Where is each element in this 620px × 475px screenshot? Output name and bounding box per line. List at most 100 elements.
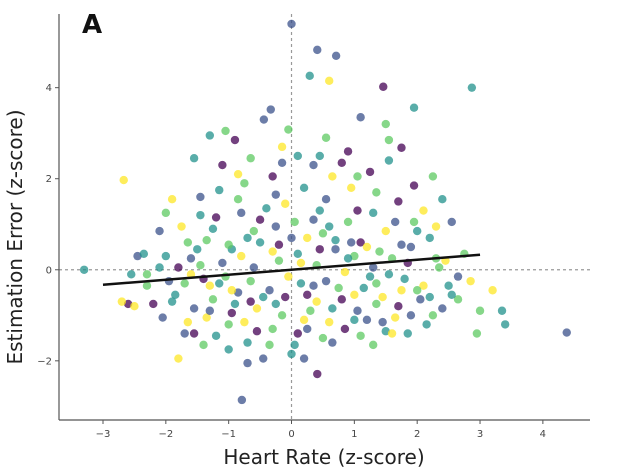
- data-point: [196, 210, 205, 220]
- data-point: [375, 247, 384, 256]
- data-point: [262, 204, 271, 213]
- data-point: [189, 329, 199, 338]
- y-tick-label: 2: [46, 174, 52, 185]
- data-point: [400, 274, 409, 284]
- data-point: [359, 283, 368, 293]
- data-point: [381, 226, 390, 236]
- data-point: [409, 181, 419, 190]
- data-point: [305, 71, 314, 81]
- data-point: [277, 142, 287, 152]
- x-axis-title: Heart Rate (z-score): [223, 445, 424, 469]
- data-point: [167, 195, 177, 204]
- data-point: [425, 292, 434, 302]
- data-point: [369, 340, 378, 350]
- data-point: [299, 354, 309, 363]
- data-point: [372, 279, 381, 288]
- data-point: [325, 222, 334, 231]
- x-tick-label: −1: [221, 429, 236, 440]
- data-point: [347, 238, 356, 247]
- data-point: [199, 340, 208, 350]
- data-point: [281, 292, 290, 302]
- data-point: [325, 317, 334, 327]
- data-point: [142, 270, 152, 279]
- x-tick-label: −3: [96, 429, 111, 440]
- data-point: [202, 235, 211, 245]
- data-point: [243, 233, 252, 243]
- data-point: [362, 315, 372, 325]
- data-point: [434, 263, 444, 272]
- data-point: [296, 258, 306, 268]
- data-point: [218, 258, 227, 268]
- data-point: [174, 354, 183, 363]
- data-point: [284, 125, 293, 134]
- data-point: [293, 329, 302, 338]
- data-point: [252, 327, 262, 336]
- data-point: [343, 147, 353, 156]
- data-point: [562, 328, 571, 337]
- data-point: [356, 238, 365, 247]
- data-point: [328, 338, 337, 347]
- data-point: [205, 306, 215, 315]
- data-point: [287, 19, 296, 29]
- data-point: [139, 249, 149, 259]
- data-point: [428, 172, 438, 181]
- data-point: [227, 308, 237, 318]
- x-tick-label: 3: [477, 429, 483, 440]
- y-axis-title: Estimation Error (z-score): [3, 109, 27, 364]
- x-tick-label: 4: [540, 429, 546, 440]
- data-point: [233, 195, 243, 204]
- data-point: [161, 208, 171, 218]
- x-tick-label: 2: [414, 429, 420, 440]
- scatter-points: [79, 19, 571, 405]
- data-point: [453, 272, 463, 281]
- data-point: [240, 179, 249, 188]
- x-tick-label: −2: [158, 429, 173, 440]
- data-point: [365, 272, 375, 281]
- data-point: [372, 188, 381, 197]
- data-point: [472, 329, 482, 338]
- data-point: [296, 279, 306, 288]
- data-point: [347, 183, 356, 193]
- data-point: [174, 263, 183, 272]
- data-point: [237, 251, 246, 261]
- data-point: [221, 126, 230, 136]
- data-point: [453, 295, 463, 304]
- data-point: [161, 251, 171, 261]
- data-point: [318, 229, 328, 238]
- data-point: [306, 306, 315, 315]
- data-point: [334, 283, 343, 293]
- data-point: [224, 345, 233, 354]
- data-point: [406, 311, 416, 320]
- data-point: [266, 105, 275, 114]
- data-point: [384, 156, 394, 165]
- data-point: [369, 208, 378, 218]
- data-point: [397, 240, 406, 249]
- data-point: [240, 317, 249, 327]
- data-point: [259, 115, 269, 124]
- data-point: [274, 240, 284, 249]
- data-point: [331, 51, 341, 61]
- data-point: [438, 304, 447, 313]
- data-point: [309, 281, 318, 290]
- data-point: [309, 215, 318, 224]
- data-point: [290, 340, 299, 350]
- data-point: [419, 206, 428, 215]
- data-point: [208, 295, 218, 304]
- data-point: [230, 135, 240, 145]
- data-point: [208, 224, 218, 233]
- data-point: [425, 233, 434, 243]
- data-point: [189, 154, 199, 163]
- data-point: [230, 299, 240, 309]
- data-point: [444, 281, 453, 290]
- data-point: [447, 290, 456, 300]
- data-point: [312, 297, 321, 306]
- data-point: [196, 261, 205, 270]
- data-point: [268, 247, 277, 256]
- data-point: [340, 267, 350, 277]
- data-point: [488, 286, 497, 295]
- data-point: [246, 276, 255, 286]
- data-point: [416, 295, 425, 304]
- data-point: [180, 279, 189, 288]
- data-point: [252, 304, 262, 313]
- data-point: [130, 301, 139, 311]
